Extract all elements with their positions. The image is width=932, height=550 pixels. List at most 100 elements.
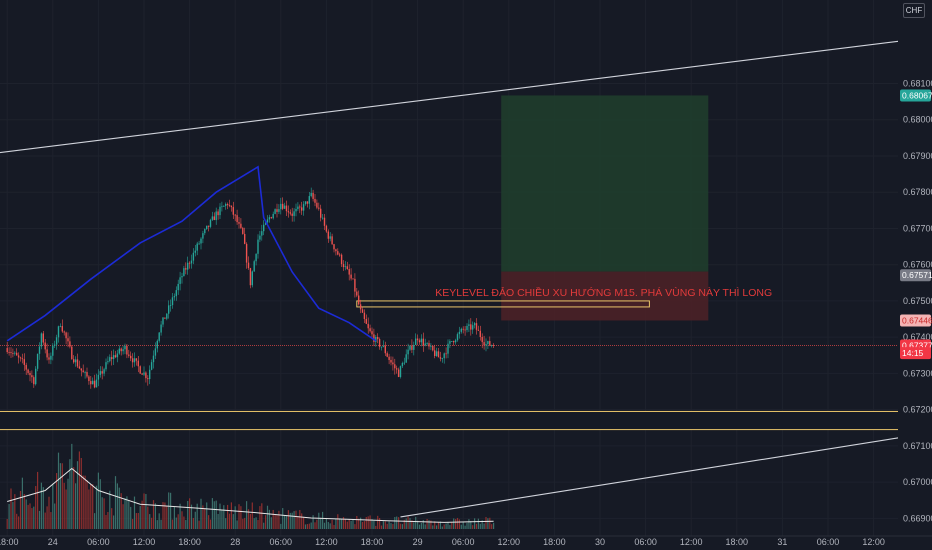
volume-bar	[179, 503, 181, 529]
support-zone[interactable]	[0, 410, 901, 431]
volume-bar	[225, 518, 227, 529]
price-badge[interactable]	[900, 89, 931, 102]
volume-bar	[206, 502, 208, 529]
volume-bar	[257, 520, 259, 529]
candle-body	[97, 374, 100, 380]
volume-bar	[16, 513, 18, 529]
volume-bar	[164, 502, 166, 529]
volume-bar	[308, 523, 310, 529]
candle-body	[492, 345, 495, 346]
candle-body	[416, 338, 419, 341]
candle-body	[82, 370, 84, 373]
candle-body	[44, 342, 46, 350]
candle-body	[175, 290, 177, 297]
candle-body	[473, 323, 476, 326]
candle-body	[375, 336, 377, 342]
candle-body	[93, 380, 96, 388]
volume-bar	[23, 494, 25, 529]
candle-body	[430, 345, 432, 347]
candle-body	[213, 216, 215, 221]
long-position-tool[interactable]	[501, 95, 709, 321]
candle-body	[55, 337, 58, 345]
volume-bar	[342, 517, 345, 529]
volume-bar	[263, 522, 265, 529]
candle-body	[251, 271, 253, 286]
volume-bar	[204, 508, 206, 529]
volume-bar	[310, 522, 312, 529]
volume-bar	[371, 519, 373, 529]
candle-body	[390, 359, 392, 363]
keylevel-zone[interactable]	[356, 300, 650, 308]
volume-bar	[274, 514, 276, 529]
candle-body	[35, 368, 37, 385]
price-badge-label: 0.67446	[902, 316, 932, 326]
volume-bar	[228, 513, 231, 529]
candle-body	[6, 348, 8, 353]
candle-body	[261, 231, 263, 236]
annotation[interactable]: KEYLEVEL ĐẢO CHIỀU XU HƯỚNG M15. PHÁ VÙN…	[435, 286, 772, 299]
candle-body	[38, 346, 41, 354]
candle-body	[25, 364, 27, 370]
candle-body	[363, 312, 366, 319]
volume-bar	[141, 500, 143, 529]
volume-bar	[289, 512, 291, 529]
candle-body	[29, 372, 31, 376]
price-badge[interactable]	[900, 269, 931, 282]
stop-zone[interactable]	[501, 271, 709, 321]
candle-body	[63, 331, 65, 333]
volume-bar	[120, 493, 122, 529]
x-tick-label: 24	[48, 537, 58, 547]
volume-bar	[103, 498, 105, 529]
lower-trendline[interactable]	[400, 437, 901, 518]
volume-bar	[14, 494, 16, 529]
price-badge[interactable]	[900, 347, 931, 360]
candle-body	[327, 231, 329, 239]
moving-average	[6, 165, 377, 342]
volume-bar	[133, 496, 136, 529]
volume-bar	[375, 525, 377, 529]
price-badge[interactable]	[900, 314, 931, 327]
volume-bar	[139, 505, 141, 529]
candle-body	[396, 368, 398, 370]
candle-body	[109, 357, 111, 362]
volume-bar	[90, 484, 92, 529]
candle-body	[228, 205, 231, 206]
volume-bar	[173, 506, 175, 529]
volume-bar	[25, 499, 27, 529]
price-badge-label: 0.67571	[902, 270, 932, 280]
volume-bar	[215, 500, 217, 529]
currency-button[interactable]: CHF	[903, 3, 925, 18]
volume-bar	[175, 517, 177, 529]
volume-bar	[489, 517, 491, 529]
candle-body	[407, 349, 409, 355]
volume-bar	[145, 494, 147, 529]
candle-body	[472, 325, 474, 330]
trendlines[interactable]	[0, 40, 901, 518]
volume-bar	[86, 480, 88, 529]
volume-bar	[217, 513, 219, 529]
volume-bar	[472, 525, 474, 529]
volume-bar	[6, 518, 8, 529]
time-scale[interactable]: 18:00 24 06:00 12:00 18:00 28 06:00 12:00 18:00 2…	[0, 535, 932, 547]
candle-body	[223, 205, 225, 207]
volume-bar	[170, 492, 172, 529]
candle-body	[386, 353, 388, 357]
volume-bar	[61, 463, 63, 529]
annotation-text[interactable]: KEYLEVEL ĐẢO CHIỀU XU HƯỚNG M15. PHÁ VÙN…	[435, 286, 772, 299]
volume-bar	[339, 518, 341, 529]
upper-trendline[interactable]	[0, 40, 901, 167]
volume-bar	[46, 506, 48, 529]
candle-body	[441, 358, 443, 359]
candle-body	[434, 350, 436, 356]
target-zone[interactable]	[501, 95, 709, 272]
volume-bar	[69, 459, 71, 529]
